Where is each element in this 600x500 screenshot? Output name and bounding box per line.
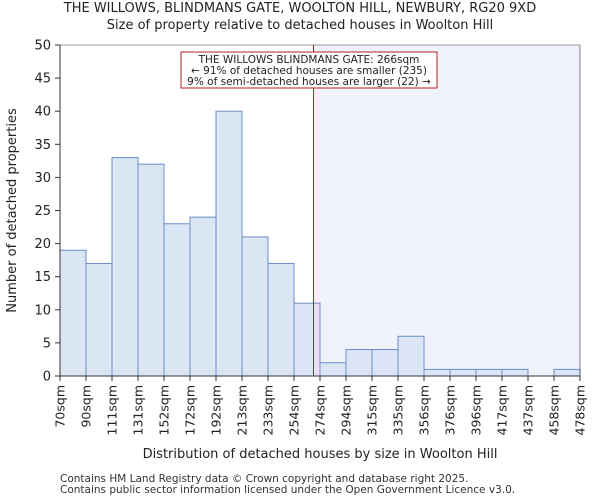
bar-111sqm (111, 157, 139, 377)
y-tick-label: 5 (43, 336, 51, 351)
chart-subtitle: Size of property relative to detached ho… (106, 18, 494, 33)
x-tick-label: 335sqm (391, 385, 406, 435)
bar-70sqm (59, 249, 87, 377)
y-tick-label: 45 (34, 72, 51, 87)
bar-356sqm (423, 368, 451, 377)
bar-213sqm (241, 236, 269, 377)
bar-376sqm (449, 368, 477, 377)
bar-233sqm (267, 262, 295, 377)
x-tick-label: 458sqm (547, 385, 562, 435)
y-tick-label: 20 (34, 237, 51, 252)
x-tick-label: 233sqm (261, 385, 276, 435)
bar-192sqm (215, 110, 243, 377)
x-tick-label: 131sqm (131, 385, 146, 435)
x-axis-title: Distribution of detached houses by size … (143, 447, 498, 462)
y-axis-title: Number of detached properties (5, 108, 20, 313)
bar-315sqm (371, 349, 399, 377)
x-tick-label: 90sqm (79, 385, 94, 428)
x-tick-label: 254sqm (287, 385, 302, 435)
bar-90sqm (85, 262, 113, 377)
bar-294sqm (345, 349, 373, 377)
y-tick-label: 25 (34, 204, 51, 219)
footer-copyright: Contains HM Land Registry data © Crown c… (60, 473, 469, 485)
bar-274sqm (319, 362, 347, 377)
footer-licence: Contains public sector information licen… (60, 484, 516, 496)
bar-131sqm (137, 163, 165, 377)
x-tick-label: 192sqm (209, 385, 224, 435)
x-tick-label: 417sqm (495, 385, 510, 435)
y-tick-label: 0 (43, 370, 51, 385)
bar-396sqm (475, 368, 503, 377)
bar-172sqm (189, 216, 217, 377)
y-tick-label: 40 (34, 105, 51, 120)
bar-152sqm (163, 223, 191, 377)
chart-title: THE WILLOWS, BLINDMANS GATE, WOOLTON HIL… (63, 1, 537, 16)
x-tick-label: 213sqm (235, 385, 250, 435)
annotation-line-2: ← 91% of detached houses are smaller (23… (191, 65, 427, 77)
x-tick-label: 152sqm (157, 385, 172, 435)
annotation-line-3: 9% of semi-detached houses are larger (2… (187, 76, 431, 88)
x-tick-label: 172sqm (183, 385, 198, 435)
x-tick-label: 294sqm (339, 385, 354, 435)
x-tick-label: 356sqm (417, 385, 432, 435)
x-tick-label: 376sqm (443, 385, 458, 435)
x-tick-label: 274sqm (313, 385, 328, 435)
annotation-line-1: THE WILLOWS BLINDMANS GATE: 266sqm (198, 54, 420, 66)
right-region-shade (313, 45, 580, 376)
y-tick-label: 50 (34, 39, 51, 54)
x-tick-label: 437sqm (521, 385, 536, 435)
x-tick-label: 70sqm (53, 385, 68, 428)
x-tick-label: 478sqm (573, 385, 588, 435)
y-tick-label: 35 (34, 138, 51, 153)
bar-417sqm (501, 368, 529, 377)
y-tick-label: 30 (34, 171, 51, 186)
bar-458sqm (553, 368, 581, 377)
x-tick-label: 396sqm (469, 385, 484, 435)
bar-335sqm (397, 335, 425, 377)
y-tick-label: 10 (34, 303, 51, 318)
annotation-box (180, 51, 438, 89)
y-tick-label: 15 (34, 270, 51, 285)
x-tick-label: 315sqm (365, 385, 380, 435)
x-tick-label: 111sqm (105, 385, 120, 435)
bar-254sqm (293, 302, 321, 377)
